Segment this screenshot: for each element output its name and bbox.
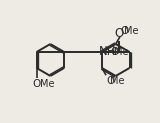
Text: O: O — [107, 76, 115, 86]
Text: Me: Me — [114, 47, 128, 57]
Text: O: O — [32, 79, 41, 89]
Text: Me: Me — [110, 76, 125, 86]
Text: O: O — [111, 47, 119, 57]
Text: Me: Me — [124, 26, 139, 36]
Text: Me: Me — [40, 79, 54, 89]
Text: O: O — [114, 27, 123, 40]
Text: NH: NH — [99, 46, 117, 59]
Text: O: O — [121, 26, 129, 36]
